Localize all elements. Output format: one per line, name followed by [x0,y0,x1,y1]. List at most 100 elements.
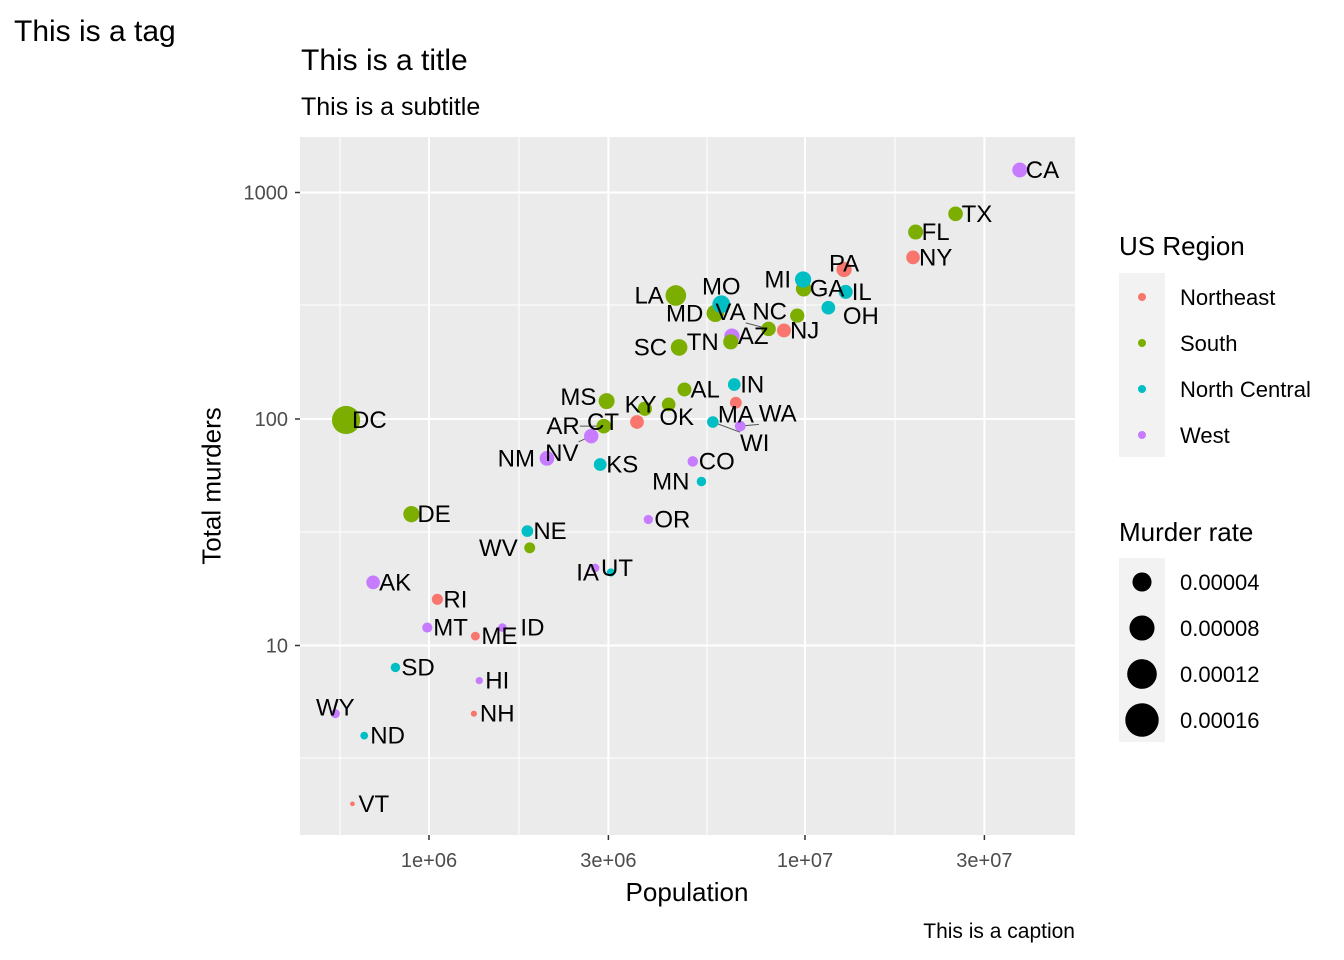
data-point-LA [665,285,687,306]
size-legend-label: 0.00004 [1180,570,1260,595]
point-label-MO: MO [702,273,741,300]
point-label-DE: DE [417,501,450,528]
point-label-VA: VA [715,299,745,326]
data-point-NH [470,710,477,717]
size-legend-key [1129,615,1155,641]
data-point-DC [331,405,361,435]
data-point-MN [696,476,707,487]
data-point-CO [687,456,698,467]
point-label-MN: MN [652,468,689,495]
y-tick-label: 10 [266,636,288,658]
data-point-KS [593,458,607,471]
size-legend-label: 0.00012 [1180,662,1260,687]
size-legend-title: Murder rate [1119,517,1253,547]
point-label-KS: KS [606,451,638,478]
point-label-ND: ND [370,723,405,750]
legend-key-north-central [1138,385,1146,393]
legend-label: West [1180,423,1230,448]
data-point-VA [761,321,776,337]
data-point-OK [637,401,652,416]
point-label-UT: UT [601,555,633,582]
point-label-NJ: NJ [790,317,819,344]
point-label-LA: LA [634,282,663,309]
data-point-NV [583,428,599,444]
x-tick-label: 3e+07 [956,850,1012,872]
data-point-NY [906,250,920,265]
point-label-MT: MT [433,615,468,642]
data-point-HI [475,676,483,685]
data-point-NC [790,308,805,323]
data-point-MI [794,271,812,288]
data-point-CA [1012,162,1028,178]
point-label-NY: NY [919,244,952,271]
size-legend-label: 0.00016 [1180,708,1260,733]
point-label-CA: CA [1026,157,1059,184]
data-point-WI [707,416,719,428]
data-point-ND [360,731,369,740]
point-label-FL: FL [922,219,950,246]
point-label-RI: RI [443,586,467,613]
point-label-MS: MS [560,384,596,411]
legend-label: Northeast [1180,285,1275,310]
point-label-OH: OH [843,303,879,330]
data-point-ME [470,631,480,641]
point-label-AZ: AZ [738,323,769,350]
data-point-MO [712,295,731,314]
point-label-NE: NE [533,518,566,545]
data-point-CT [630,415,644,429]
data-point-TX [948,206,963,222]
data-point-WA [734,420,746,432]
data-point-IL [838,284,853,299]
point-label-AR: AR [546,413,579,440]
color-legend-title: US Region [1119,231,1245,261]
data-point-DE [403,506,420,523]
point-label-KY: KY [625,391,657,418]
data-point-NE [521,525,534,537]
point-label-VT: VT [358,791,389,818]
data-point-AK [366,575,380,590]
data-point-WY [330,709,340,719]
point-label-TX: TX [962,201,993,228]
data-point-WV [524,542,536,554]
point-label-MD: MD [666,300,703,327]
data-point-ID [498,623,507,632]
point-label-WI: WI [740,430,769,457]
size-legend-key [1127,659,1157,689]
data-point-VT [350,801,355,807]
data-point-AL [677,382,692,397]
legend-key-south [1138,339,1146,347]
point-label-IL: IL [852,279,872,306]
data-point-OR [643,514,653,525]
x-tick-label: 1e+06 [401,850,457,872]
point-label-MA: MA [718,402,754,429]
data-point-SC [670,339,688,356]
size-legend-key [1125,703,1159,737]
data-point-UT [590,563,600,573]
data-point-NM [539,451,555,466]
data-point-IA [606,568,616,577]
x-tick-label: 1e+07 [777,850,833,872]
point-label-SD: SD [401,654,434,681]
point-label-OK: OK [659,404,694,431]
color-legend-keys-bg [1119,273,1165,457]
data-point-MS [598,393,615,410]
point-label-DC: DC [352,407,387,434]
point-label-SC: SC [634,334,667,361]
point-label-NV: NV [545,440,578,467]
x-tick-label: 3e+06 [580,850,636,872]
plot-title: This is a title [301,44,468,77]
point-label-AK: AK [379,569,411,596]
legend-label: North Central [1180,377,1311,402]
size-legend-key [1132,572,1152,592]
data-point-RI [431,593,443,605]
point-label-NC: NC [752,298,787,325]
data-point-FL [908,224,924,240]
point-label-IA: IA [576,560,599,587]
point-label-CO: CO [699,448,735,475]
plot-tag: This is a tag [14,15,176,48]
data-point-IN [727,378,741,391]
data-point-KY [661,397,676,412]
plot-caption: This is a caption [923,920,1075,943]
data-point-OH [821,300,836,315]
legend-label: South [1180,331,1238,356]
